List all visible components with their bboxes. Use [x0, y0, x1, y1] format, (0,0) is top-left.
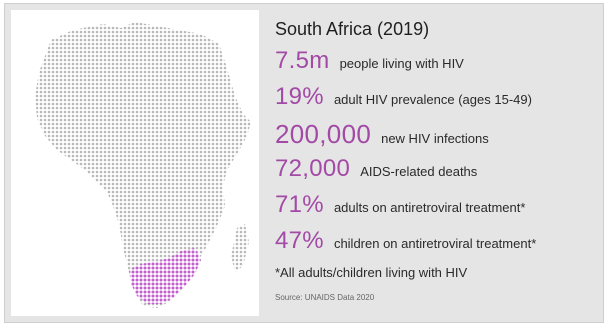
stat-label: adult HIV prevalence (ages 15-49) [333, 92, 532, 107]
stat-row-prevalence: 19% adult HIV prevalence (ages 15-49) [275, 83, 605, 119]
south-africa-highlight [129, 248, 201, 304]
stat-label: AIDS-related deaths [360, 164, 478, 179]
stat-row-people-living: 7.5m people living with HIV [275, 47, 605, 83]
stat-value: 19% [275, 83, 324, 110]
stat-label: new HIV infections [381, 131, 489, 146]
stats-panel: South Africa (2019) 7.5m people living w… [275, 18, 605, 302]
stat-label: children on antiretroviral treatment* [333, 236, 537, 251]
africa-map-graphic [35, 22, 251, 308]
infographic-title: South Africa (2019) [275, 19, 430, 39]
stat-value: 71% [275, 191, 324, 218]
stat-row-children-art: 47% children on antiretroviral treatment… [275, 227, 605, 263]
madagascar-shape [231, 224, 249, 272]
stat-label: adults on antiretroviral treatment* [333, 200, 526, 215]
africa-map [11, 10, 259, 316]
stat-value: 72,000 [275, 155, 351, 182]
infographic-card: South Africa (2019) 7.5m people living w… [4, 3, 604, 323]
stat-row-new-infections: 200,000 new HIV infections [275, 119, 605, 155]
stat-value: 47% [275, 227, 324, 254]
stat-row-adults-art: 71% adults on antiretroviral treatment* [275, 191, 605, 227]
source-credit: Source: UNAIDS Data 2020 [275, 293, 375, 302]
footnote: *All adults/children living with HIV [275, 265, 468, 280]
stat-value: 200,000 [275, 119, 372, 149]
stat-label: people living with HIV [339, 56, 464, 71]
stat-value: 7.5m [275, 47, 330, 74]
africa-continent-shape [35, 22, 251, 308]
stat-row-deaths: 72,000 AIDS-related deaths [275, 155, 605, 191]
